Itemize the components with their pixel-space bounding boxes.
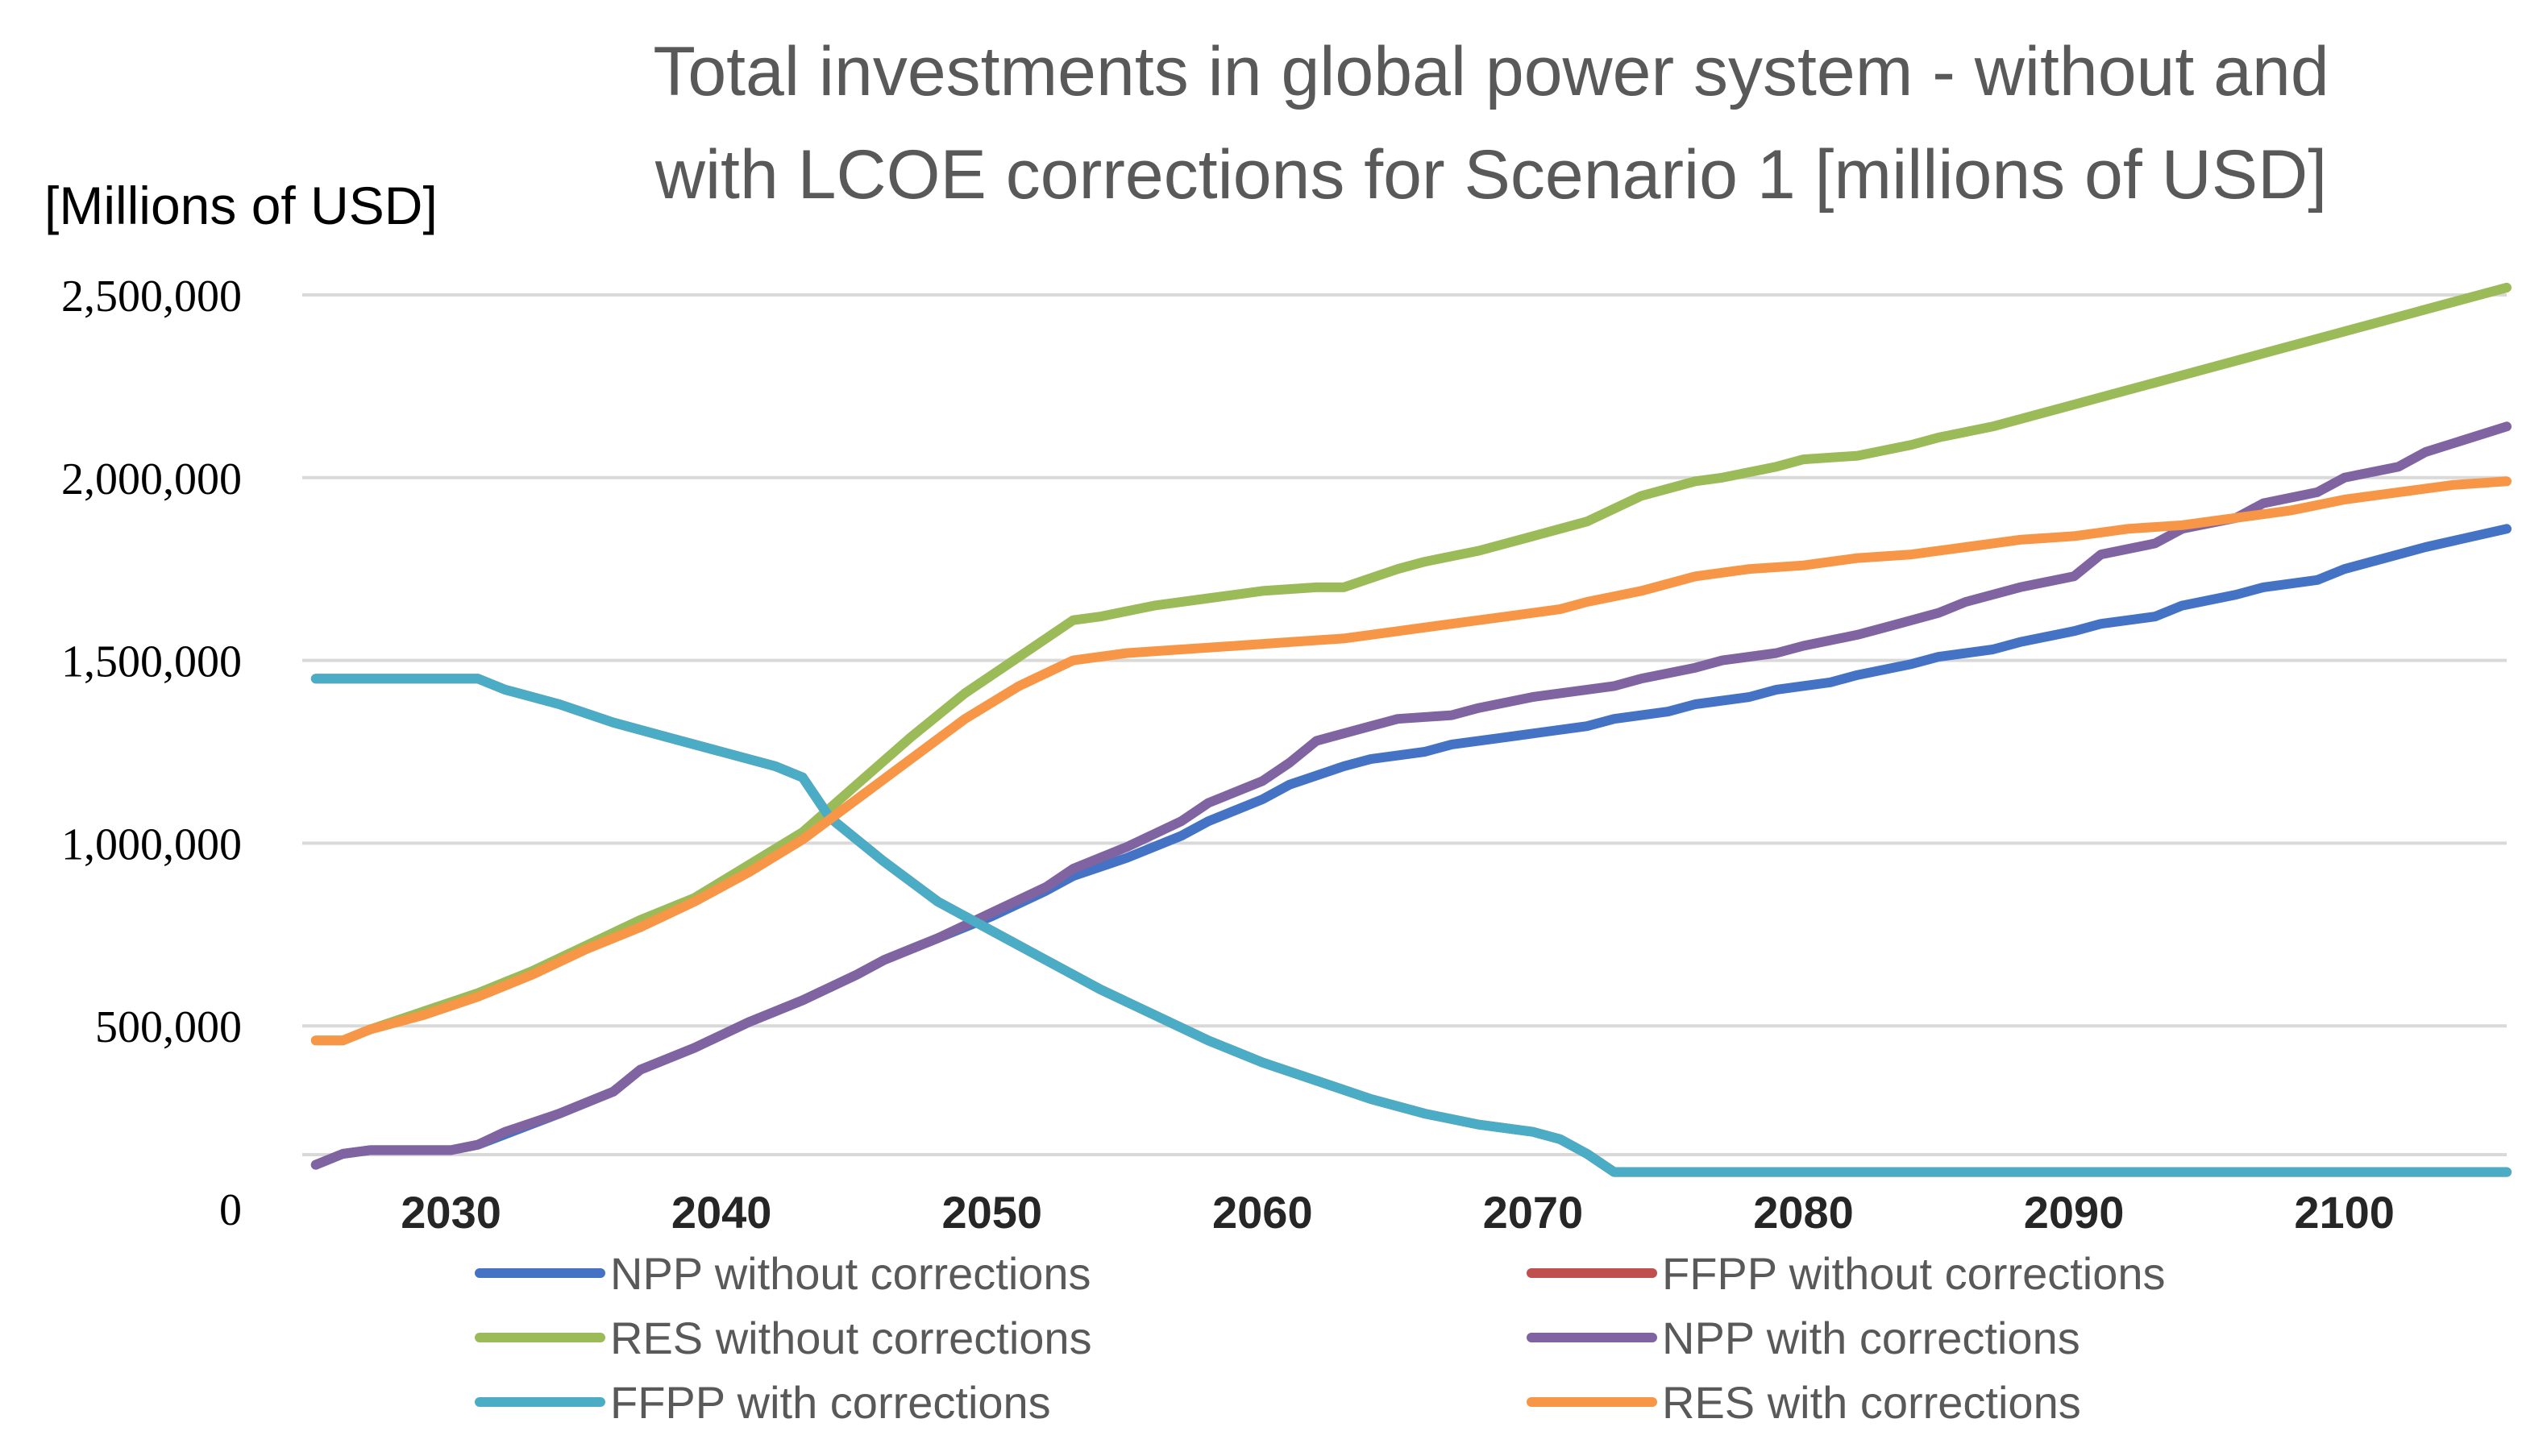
x-tick-label-7: 2100 [2294,1187,2395,1238]
y-tick-label-3: 1,500,000 [61,637,242,687]
y-tick-label-2: 1,000,000 [61,819,242,869]
y-tick-label-5: 2,500,000 [61,272,242,321]
series-line-2 [310,282,2512,1046]
x-tick-label-0: 2030 [401,1187,501,1238]
x-tick-label-6: 2090 [2024,1187,2125,1238]
legend-label-1: FFPP without corrections [1662,1248,2166,1299]
series-lines [310,282,2512,1177]
legend-label-3: NPP with corrections [1662,1313,2080,1363]
x-tick-label-4: 2070 [1483,1187,1584,1238]
series-line-4 [310,674,2512,1177]
y-tick-label-4: 2,000,000 [61,454,242,504]
chart-title-line-1: Total investments in global power system… [653,33,2329,110]
y-tick-label-0: 0 [219,1185,242,1235]
x-tick-label-2: 2050 [941,1187,1042,1238]
series-line-5 [310,476,2512,1046]
legend-label-0: NPP without corrections [610,1248,1091,1299]
legend: NPP without corrections FFPP without corr… [475,1248,2166,1428]
x-axis-ticks: 2030 2040 2050 2060 2070 2080 2090 2100 [401,1187,2395,1238]
legend-label-5: RES with corrections [1662,1377,2081,1428]
chart-title-line-2: with LCOE corrections for Scenario 1 [mi… [654,136,2327,214]
y-axis-ticks: 0 500,000 1,000,000 1,500,000 2,000,000 2,500… [61,272,242,1235]
y-tick-label-1: 500,000 [95,1002,242,1052]
legend-label-2: RES without corrections [610,1313,1092,1363]
gridlines [302,293,2507,1156]
x-tick-label-1: 2040 [671,1187,772,1238]
x-tick-label-5: 2080 [1753,1187,1854,1238]
y-axis-label: [Millions of USD] [44,176,438,235]
x-tick-label-3: 2060 [1212,1187,1313,1238]
legend-label-4: FFPP with corrections [610,1377,1051,1428]
series-line-3 [310,421,2512,1170]
